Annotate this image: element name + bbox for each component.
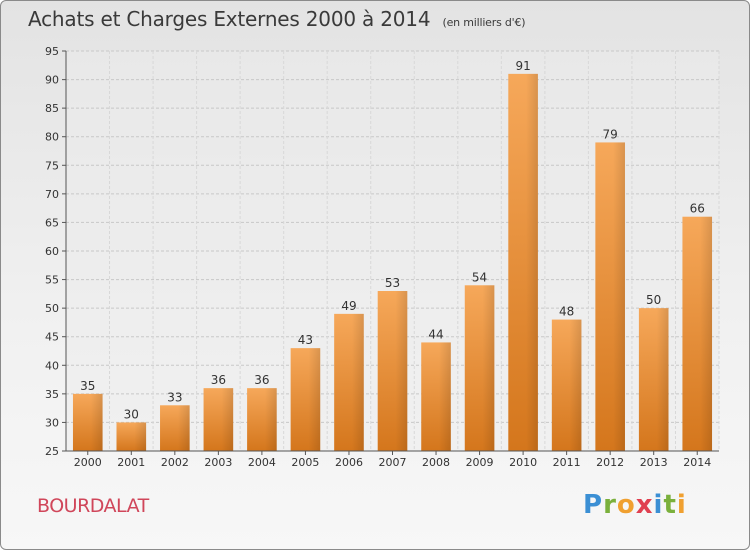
bar-shade	[308, 348, 321, 451]
x-tick-label: 2013	[640, 456, 668, 469]
x-tick-label: 2014	[683, 456, 711, 469]
bar-shade	[613, 142, 625, 451]
y-tick-label: 80	[45, 131, 59, 144]
x-tick-label: 2012	[596, 456, 624, 469]
y-tick-label: 70	[45, 188, 59, 201]
proxiti-logo: Proxiti	[583, 490, 687, 520]
chart-title-text: Achats et Charges Externes 2000 à 2014	[28, 7, 431, 31]
y-tick-label: 45	[45, 331, 59, 344]
y-tick-label: 85	[45, 102, 59, 115]
bar-shade	[177, 405, 190, 451]
y-tick-label: 30	[45, 416, 59, 429]
x-tick-label: 2007	[379, 456, 407, 469]
logo-letter: i	[653, 490, 664, 520]
x-tick-label: 2002	[161, 456, 189, 469]
bar-value-label: 91	[515, 59, 530, 73]
logo-letter: r	[603, 490, 617, 520]
x-tick-label: 2000	[74, 456, 102, 469]
bar-value-label: 44	[428, 327, 443, 341]
bar-value-label: 35	[80, 379, 95, 393]
bar-value-label: 53	[385, 276, 400, 290]
bar-value-label: 54	[472, 270, 487, 284]
x-tick-label: 2004	[248, 456, 276, 469]
bar-shade	[482, 285, 495, 451]
y-tick-label: 40	[45, 359, 59, 372]
bar-shade	[569, 319, 582, 451]
bar-shade	[134, 422, 147, 451]
x-tick-label: 2010	[509, 456, 537, 469]
logo-letter: P	[583, 490, 604, 520]
y-tick-label: 50	[45, 302, 59, 315]
bar-value-label: 48	[559, 305, 574, 319]
y-tick-label: 35	[45, 388, 59, 401]
bar-value-label: 36	[254, 373, 269, 387]
bar-shade	[351, 313, 364, 451]
bar-shade	[264, 388, 277, 451]
x-tick-label: 2005	[291, 456, 319, 469]
y-tick-label: 25	[45, 445, 59, 458]
bar-shade	[700, 216, 713, 451]
chart-subtitle: (en milliers d'€)	[442, 16, 526, 29]
bar-value-label: 66	[690, 202, 705, 216]
bar-shade	[395, 291, 408, 451]
bar-value-label: 50	[646, 293, 661, 307]
bar-value-label: 30	[124, 407, 139, 421]
y-tick-label: 75	[45, 159, 59, 172]
bar-shade	[656, 308, 669, 451]
x-tick-label: 2009	[466, 456, 494, 469]
logo-letter: t	[663, 490, 677, 520]
logo-letter: o	[616, 490, 636, 520]
y-tick-label: 90	[45, 74, 59, 87]
bar-value-label: 43	[298, 333, 313, 347]
y-tick-label: 55	[45, 274, 59, 287]
x-tick-label: 2006	[335, 456, 363, 469]
y-tick-label: 65	[45, 216, 59, 229]
logo-letter: x	[635, 490, 654, 520]
chart-title: Achats et Charges Externes 2000 à 2014 (…	[28, 7, 526, 31]
labels-layer: 35 30 33 36 36 43 49 53 44 54 91 48 79 50 66	[80, 59, 705, 422]
bar-shade	[221, 388, 234, 451]
bar-shade	[438, 342, 451, 451]
axis-layer: 25 30 35 40 45 50 55 60 65 70 75 80 85 90 95 2000 2001 20…	[45, 45, 719, 469]
bar-value-label: 49	[341, 299, 356, 313]
x-tick-label: 2008	[422, 456, 450, 469]
x-tick-label: 2003	[204, 456, 232, 469]
x-tick-label: 2001	[117, 456, 145, 469]
logo-letter: i	[676, 490, 687, 520]
bar-value-label: 79	[603, 127, 618, 141]
bar-shade	[90, 393, 103, 451]
y-tick-label: 95	[45, 45, 59, 58]
commune-name: BOURDALAT	[37, 495, 149, 517]
bar-value-label: 33	[167, 390, 182, 404]
bars-layer	[72, 73, 713, 451]
bar-shade	[526, 73, 538, 451]
x-tick-label: 2011	[553, 456, 581, 469]
y-tick-label: 60	[45, 245, 59, 258]
bar-value-label: 36	[211, 373, 226, 387]
